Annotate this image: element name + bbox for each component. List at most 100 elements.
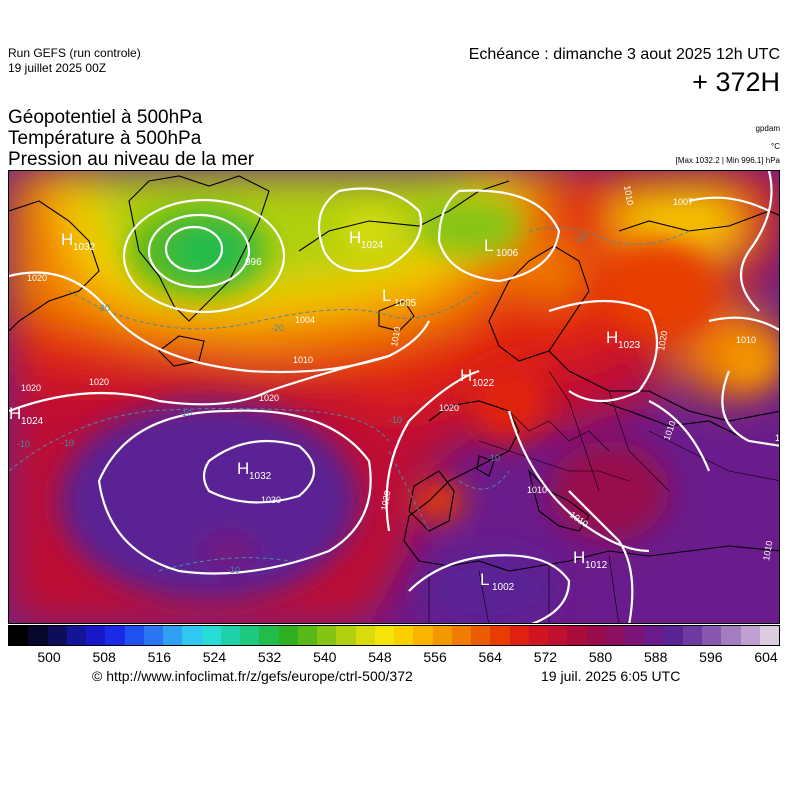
- colorbar-swatch: [721, 626, 741, 645]
- unit-pressure: [Max 1032.2 | Min 996.1] hPa: [675, 156, 780, 165]
- center-high-west-edge: H 1024: [9, 404, 44, 427]
- center-type: L: [382, 286, 391, 305]
- center-low-sahara: L 1002: [480, 570, 515, 593]
- colorbar-swatch: [759, 626, 779, 645]
- colorbar-tick-label: 516: [147, 649, 171, 665]
- colorbar-swatch: [432, 626, 452, 645]
- weather-map: H 1032 996 H 1024 L 1006 L 1005 H 1023: [8, 170, 780, 624]
- isobar-label: 1010: [736, 335, 756, 345]
- colorbar-swatch: [702, 626, 722, 645]
- credit-url: © http://www.infoclimat.fr/z/gefs/europe…: [92, 668, 413, 684]
- center-value: 1022: [472, 378, 495, 389]
- isobar-label: 1004: [295, 315, 315, 325]
- isotherm-label: -10: [487, 453, 500, 463]
- isotherm-label: -20: [574, 233, 587, 243]
- geopotential-field: [9, 171, 779, 623]
- center-value: 1012: [585, 560, 608, 571]
- center-high-iceland-north: H 1024: [349, 228, 384, 251]
- colorbar-swatch: [66, 626, 86, 645]
- isotherm-label: -10: [227, 565, 240, 575]
- colorbar-swatch: [28, 626, 48, 645]
- colorbar-swatch: [471, 626, 491, 645]
- colorbar-tick-label: 500: [37, 649, 61, 665]
- center-type: H: [349, 228, 361, 247]
- center-value: 1032: [73, 242, 96, 253]
- colorbar: [8, 625, 780, 646]
- colorbar-tick-label: 540: [313, 649, 337, 665]
- colorbar-swatch: [143, 626, 163, 645]
- center-type: H: [237, 459, 249, 478]
- isobar-label: 1010: [527, 485, 547, 495]
- center-value: 1005: [394, 298, 417, 309]
- run-date: 19 juillet 2025 00Z: [8, 61, 107, 75]
- isobar-label: 1010: [293, 355, 313, 365]
- colorbar-swatch: [336, 626, 356, 645]
- colorbar-swatch: [317, 626, 337, 645]
- center-value: 996: [245, 257, 262, 268]
- center-high-russia: H 1023: [606, 328, 641, 351]
- colorbar-tick-label: 588: [644, 649, 668, 665]
- colorbar-swatch: [297, 626, 317, 645]
- isobar-label: 1030: [261, 495, 281, 505]
- colorbar-swatch: [163, 626, 183, 645]
- colorbar-tick-label: 532: [257, 649, 282, 665]
- center-high-northwest: H 1032: [61, 230, 96, 253]
- isobar-label: 1020: [27, 273, 47, 283]
- isobar-label: 1007: [673, 197, 693, 207]
- colorbar-swatch: [605, 626, 625, 645]
- colorbar-tick-label: 604: [754, 649, 778, 665]
- colorbar-swatch: [259, 626, 279, 645]
- colorbar-swatch: [201, 626, 221, 645]
- colorbar-tick-label: 508: [92, 649, 116, 665]
- isobar-label: 1020: [89, 377, 109, 387]
- colorbar-tick-label: 548: [368, 649, 392, 665]
- colorbar-swatch: [586, 626, 606, 645]
- isobar-label: 1020: [259, 393, 279, 403]
- colorbar-swatch: [124, 626, 144, 645]
- center-high-north-sea: H 1022: [460, 366, 495, 389]
- param-geopotential: Géopotentiel à 500hPa: [8, 107, 203, 128]
- colorbar-swatch: [9, 626, 29, 645]
- colorbar-tick-label: 556: [423, 649, 447, 665]
- isobar-label: 1010: [389, 326, 402, 347]
- colorbar-swatch: [220, 626, 240, 645]
- isotherm-labels: -20 -20 -20 -10 -10 -10 -10 -10 -10: [17, 233, 587, 575]
- run-title: Run GEFS (run controle): [8, 46, 141, 60]
- colorbar-swatch: [548, 626, 568, 645]
- isobar-label: 1020: [656, 330, 669, 351]
- isotherm-label: -10: [179, 408, 192, 418]
- valid-time: Echéance : dimanche 3 aout 2025 12h UTC: [468, 46, 780, 63]
- colorbar-swatch: [663, 626, 683, 645]
- colorbar-swatch: [625, 626, 645, 645]
- colorbar-tick-label: 572: [533, 649, 558, 665]
- colorbar-tick-label: 596: [699, 649, 723, 665]
- borders: [428, 370, 779, 623]
- center-low-norwegian-sea: L 1006: [484, 236, 519, 259]
- center-type: L: [484, 236, 493, 255]
- colorbar-swatch: [413, 626, 433, 645]
- colorbar-swatch: [374, 626, 394, 645]
- isobar-label: 1020: [21, 383, 41, 393]
- colorbar-swatch: [86, 626, 106, 645]
- isotherm-label: -20: [97, 303, 110, 313]
- colorbar-swatch: [682, 626, 702, 645]
- center-type: H: [573, 548, 585, 567]
- colorbar-swatch: [394, 626, 414, 645]
- center-value: 1024: [361, 240, 384, 251]
- unit-temperature: °C: [771, 142, 780, 151]
- center-type: H: [61, 230, 73, 249]
- isobar-label: 1020: [379, 490, 392, 511]
- center-value: 1002: [492, 582, 515, 593]
- colorbar-swatch: [278, 626, 298, 645]
- colorbar-swatch: [740, 626, 760, 645]
- unit-geopotential: gpdam: [755, 124, 780, 133]
- generated-time: 19 juil. 2025 6:05 UTC: [541, 668, 681, 684]
- center-value: 1023: [618, 340, 641, 351]
- colorbar-swatch: [355, 626, 375, 645]
- center-value: 1024: [21, 416, 44, 427]
- colorbar-swatch: [490, 626, 510, 645]
- center-value: 1032: [249, 471, 272, 482]
- colorbar-swatch: [644, 626, 664, 645]
- param-pressure: Pression au niveau de la mer: [8, 149, 255, 170]
- isotherm-label: -10: [61, 438, 74, 448]
